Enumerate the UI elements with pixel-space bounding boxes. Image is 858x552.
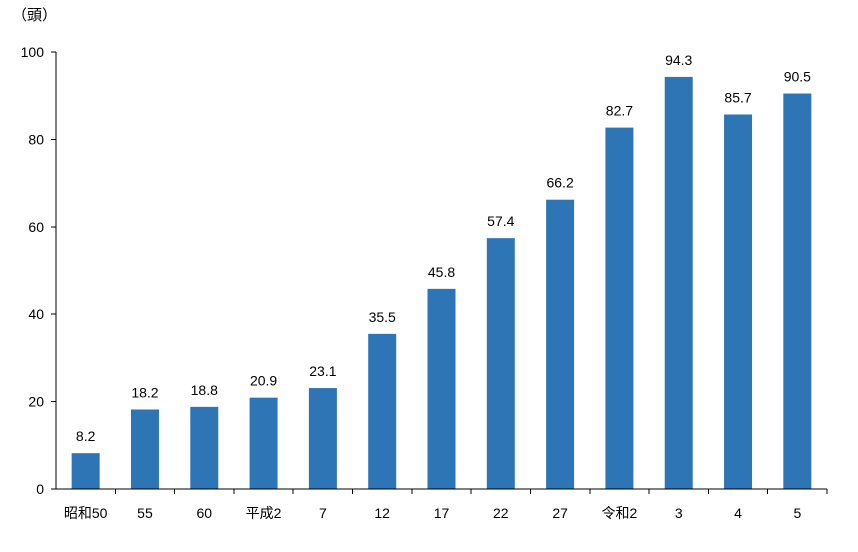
bar [664, 76, 693, 489]
data-labels-group: 8.2 18.2 18.8 20.9 23.1 35.5 45.8 57.4 66.2 82.7 9… [76, 52, 811, 444]
data-label: 94.3 [665, 52, 692, 68]
bar [249, 397, 278, 489]
x-tick-label: 27 [552, 505, 568, 521]
x-tick-label: 17 [434, 505, 450, 521]
x-tick-label: 12 [374, 505, 390, 521]
bar [724, 114, 753, 489]
x-tick-label: 平成2 [246, 505, 282, 521]
x-tick-label: 22 [493, 505, 509, 521]
x-tick-label: 5 [793, 505, 801, 521]
bars-group [71, 76, 812, 489]
data-label: 23.1 [309, 363, 336, 379]
bar [605, 127, 634, 489]
data-label: 18.2 [131, 384, 158, 400]
axes-group [55, 52, 827, 490]
data-label: 90.5 [784, 69, 811, 85]
x-tick-label: 3 [675, 505, 683, 521]
data-label: 8.2 [76, 428, 96, 444]
data-label: 82.7 [606, 103, 633, 119]
data-label: 20.9 [250, 373, 277, 389]
data-label: 66.2 [546, 175, 573, 191]
x-ticks-group: 昭和50 55 60 平成2 7 12 17 22 27 令和2 3 4 5 [64, 489, 828, 521]
data-label: 35.5 [369, 309, 396, 325]
bar [368, 333, 397, 489]
bar [427, 288, 456, 489]
data-label: 57.4 [487, 213, 514, 229]
y-tick-label: 80 [28, 131, 44, 147]
data-label: 45.8 [428, 264, 455, 280]
bar [783, 93, 812, 489]
x-tick-label: 60 [196, 505, 212, 521]
y-tick-label: 100 [21, 44, 45, 60]
x-tick-label: 7 [319, 505, 327, 521]
x-tick-label: 55 [137, 505, 153, 521]
x-tick-label: 4 [734, 505, 742, 521]
y-tick-label: 20 [28, 394, 44, 410]
bar [308, 388, 337, 489]
x-tick-label: 昭和50 [64, 505, 108, 521]
y-tick-label: 40 [28, 306, 44, 322]
y-axis-unit-label: （頭） [12, 6, 57, 24]
bar [71, 453, 100, 489]
data-label: 85.7 [724, 89, 751, 105]
y-tick-label: 0 [36, 481, 44, 497]
bar [190, 406, 219, 489]
bar [130, 409, 159, 489]
x-tick-label: 令和2 [602, 505, 638, 521]
y-ticks-group: 0 20 40 60 80 100 [21, 44, 56, 497]
bar [486, 238, 515, 489]
data-label: 18.8 [191, 382, 218, 398]
y-tick-label: 60 [28, 219, 44, 235]
bar [546, 199, 575, 489]
